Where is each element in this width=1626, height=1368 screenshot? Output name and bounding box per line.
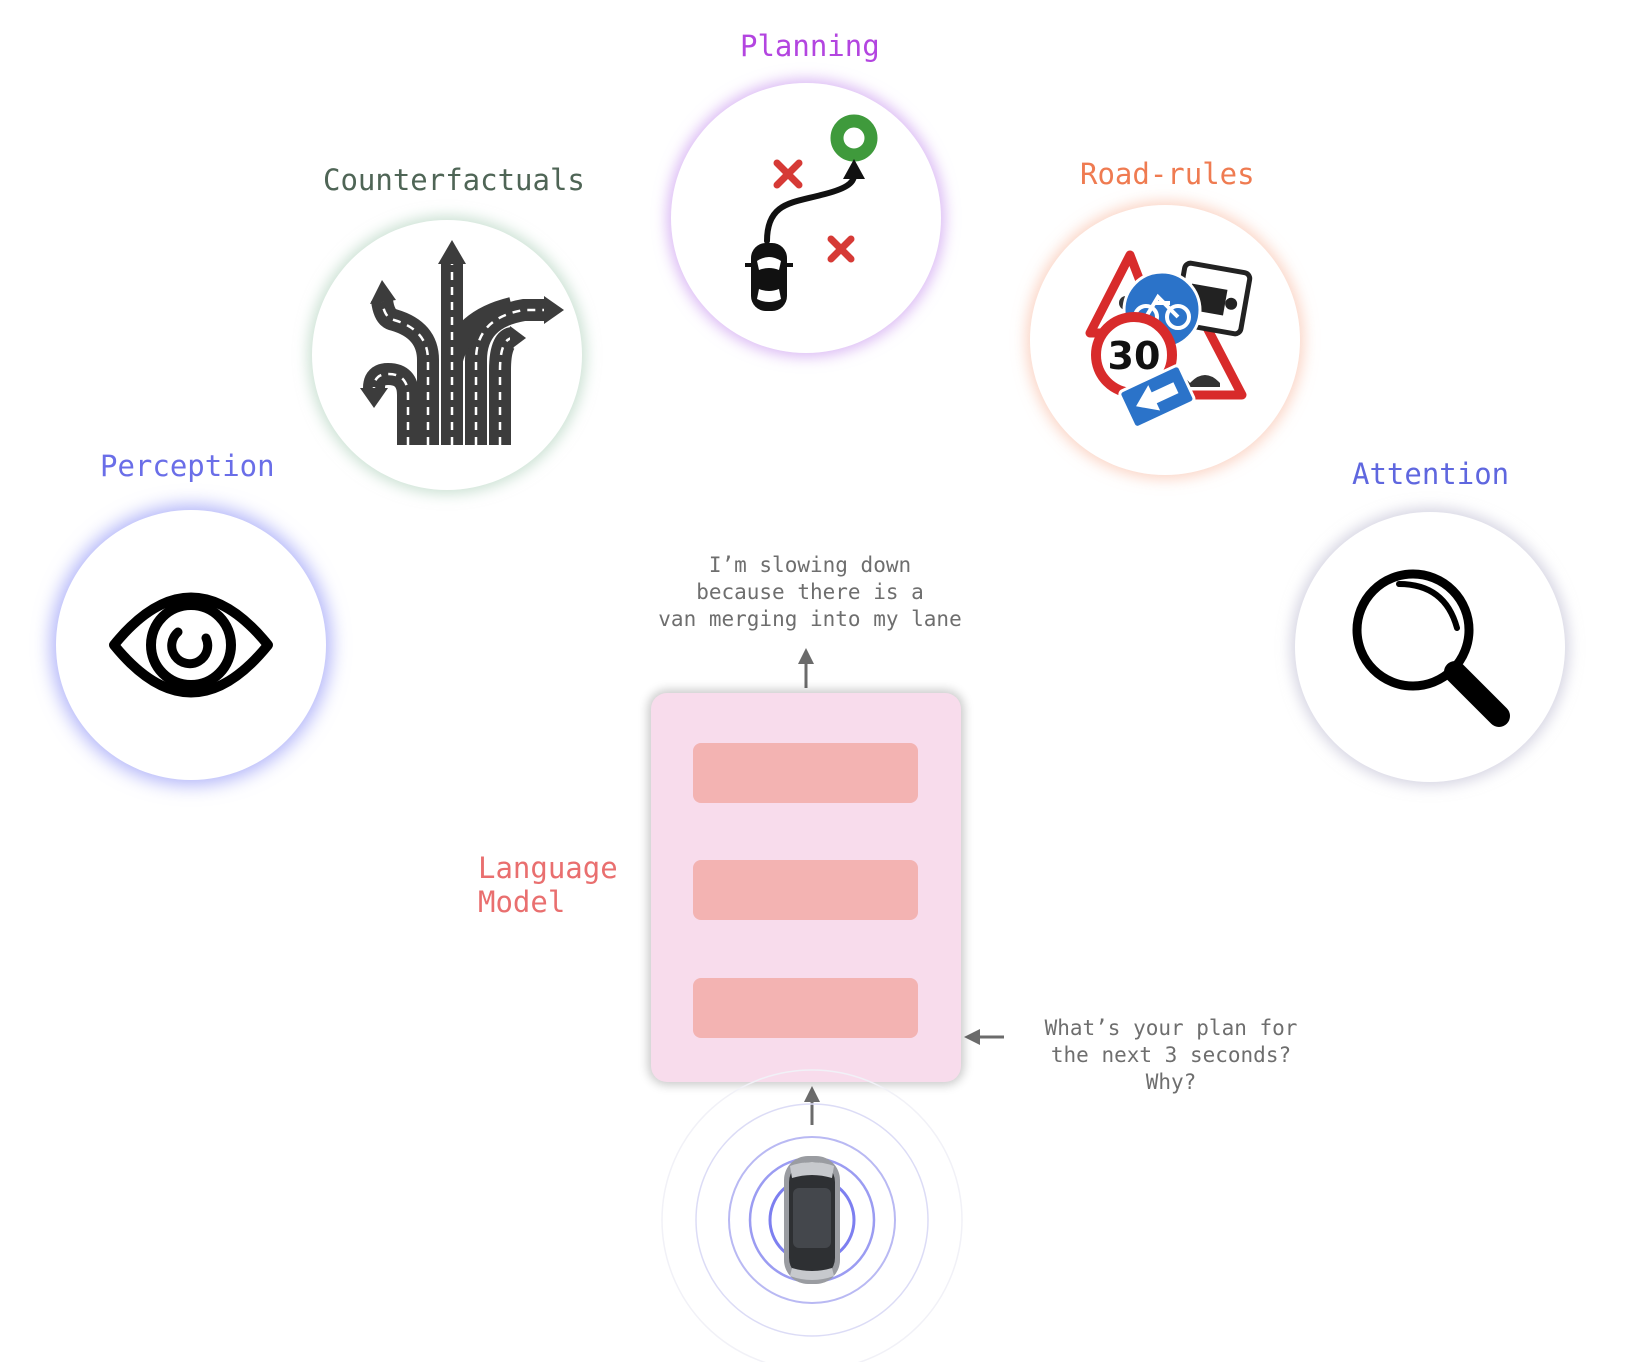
planning-node: [671, 83, 941, 353]
traffic-signs-icon: 30: [1085, 250, 1253, 429]
perception-label: Perception: [100, 449, 275, 483]
language-model-label: Language Model: [478, 851, 618, 919]
road-rules-node: 30: [1030, 205, 1300, 475]
attention-node: [1295, 512, 1565, 782]
input-arrow-head: [804, 1086, 820, 1102]
model-output-text: I’m slowing down because there is a van …: [658, 553, 962, 631]
road-rules-label: Road-rules: [1080, 157, 1255, 191]
ego-car-sensor: [661, 1069, 963, 1362]
counterfactuals-label: Counterfactuals: [323, 163, 585, 197]
query-text: What’s your plan for the next 3 seconds?…: [1044, 1016, 1298, 1094]
perception-node: [56, 510, 326, 780]
branching-roads-icon: [360, 240, 564, 445]
car-icon: [745, 243, 793, 311]
eye-icon: [109, 592, 273, 698]
speed-limit-text: 30: [1108, 334, 1161, 378]
output-arrow-head: [798, 648, 814, 664]
model-layer-2: [693, 860, 918, 920]
model-layer-1: [693, 743, 918, 803]
counterfactuals-node: [312, 220, 582, 490]
planning-label: Planning: [740, 29, 880, 63]
car-top-view-icon: [784, 1156, 840, 1284]
model-layer-3: [693, 978, 918, 1038]
planning-icon: [745, 114, 878, 311]
language-model-box: [651, 693, 961, 1082]
magnifier-icon: [1352, 569, 1510, 727]
query-arrow-head: [964, 1029, 980, 1045]
attention-label: Attention: [1352, 457, 1510, 491]
